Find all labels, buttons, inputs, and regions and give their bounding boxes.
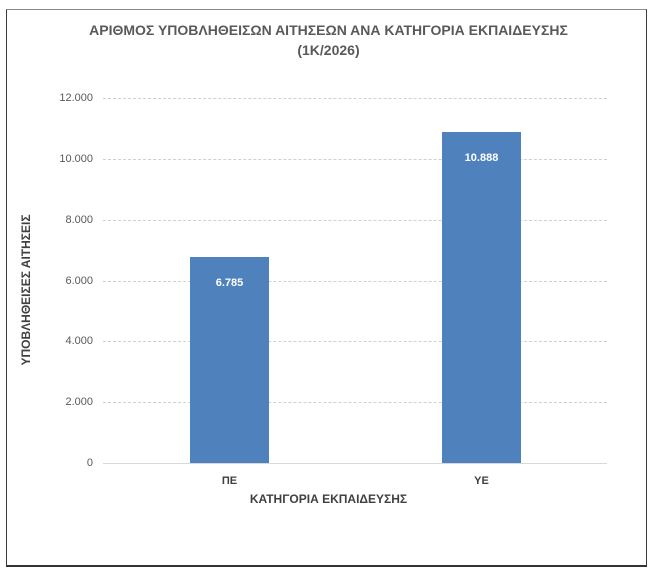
chart-title: ΑΡΙΘΜΟΣ ΥΠΟΒΛΗΘΕΙΣΩΝ ΑΙΤΗΣΕΩΝ ΑΝΑ ΚΑΤΗΓΟ… (0, 20, 657, 60)
bar-value-label: 6.785 (215, 276, 244, 289)
chart-title-main: ΑΡΙΘΜΟΣ ΥΠΟΒΛΗΘΕΙΣΩΝ ΑΙΤΗΣΕΩΝ ΑΝΑ ΚΑΤΗΓΟ… (89, 22, 568, 38)
gridline (103, 219, 607, 221)
gridline (103, 402, 607, 404)
gridline (103, 280, 607, 282)
gridline (103, 98, 607, 99)
gridline (103, 158, 607, 160)
y-tick-label: 8.000 (65, 213, 93, 226)
y-tick-label: 12.000 (59, 92, 93, 104)
chart-subtitle: (1Κ/2026) (297, 42, 360, 58)
bar-value-label: 10.888 (464, 151, 499, 164)
x-axis-line (103, 463, 607, 464)
x-axis-label: ΚΑΤΗΓΟΡΙΑ ΕΚΠΑΙΔΕΥΣΗΣ (249, 492, 408, 506)
y-tick-label: 4.000 (65, 335, 93, 348)
x-tick-label: ΥΕ (474, 475, 489, 487)
gridline (103, 341, 607, 343)
y-tick-label: 2.000 (65, 396, 93, 409)
bar: 6.785 (190, 256, 269, 463)
y-tick-label: 10.000 (59, 152, 93, 165)
y-tick-label: 6.000 (65, 274, 93, 287)
chart-frame (6, 9, 647, 567)
y-tick-label: 0 (86, 457, 93, 469)
y-axis-label: ΥΠΟΒΛΗΘΕΙΣΕΣ ΑΙΤΗΣΕΙΣ (19, 214, 33, 366)
x-tick-label: ΠΕ (221, 475, 238, 487)
bar: 10.888 (442, 131, 521, 463)
